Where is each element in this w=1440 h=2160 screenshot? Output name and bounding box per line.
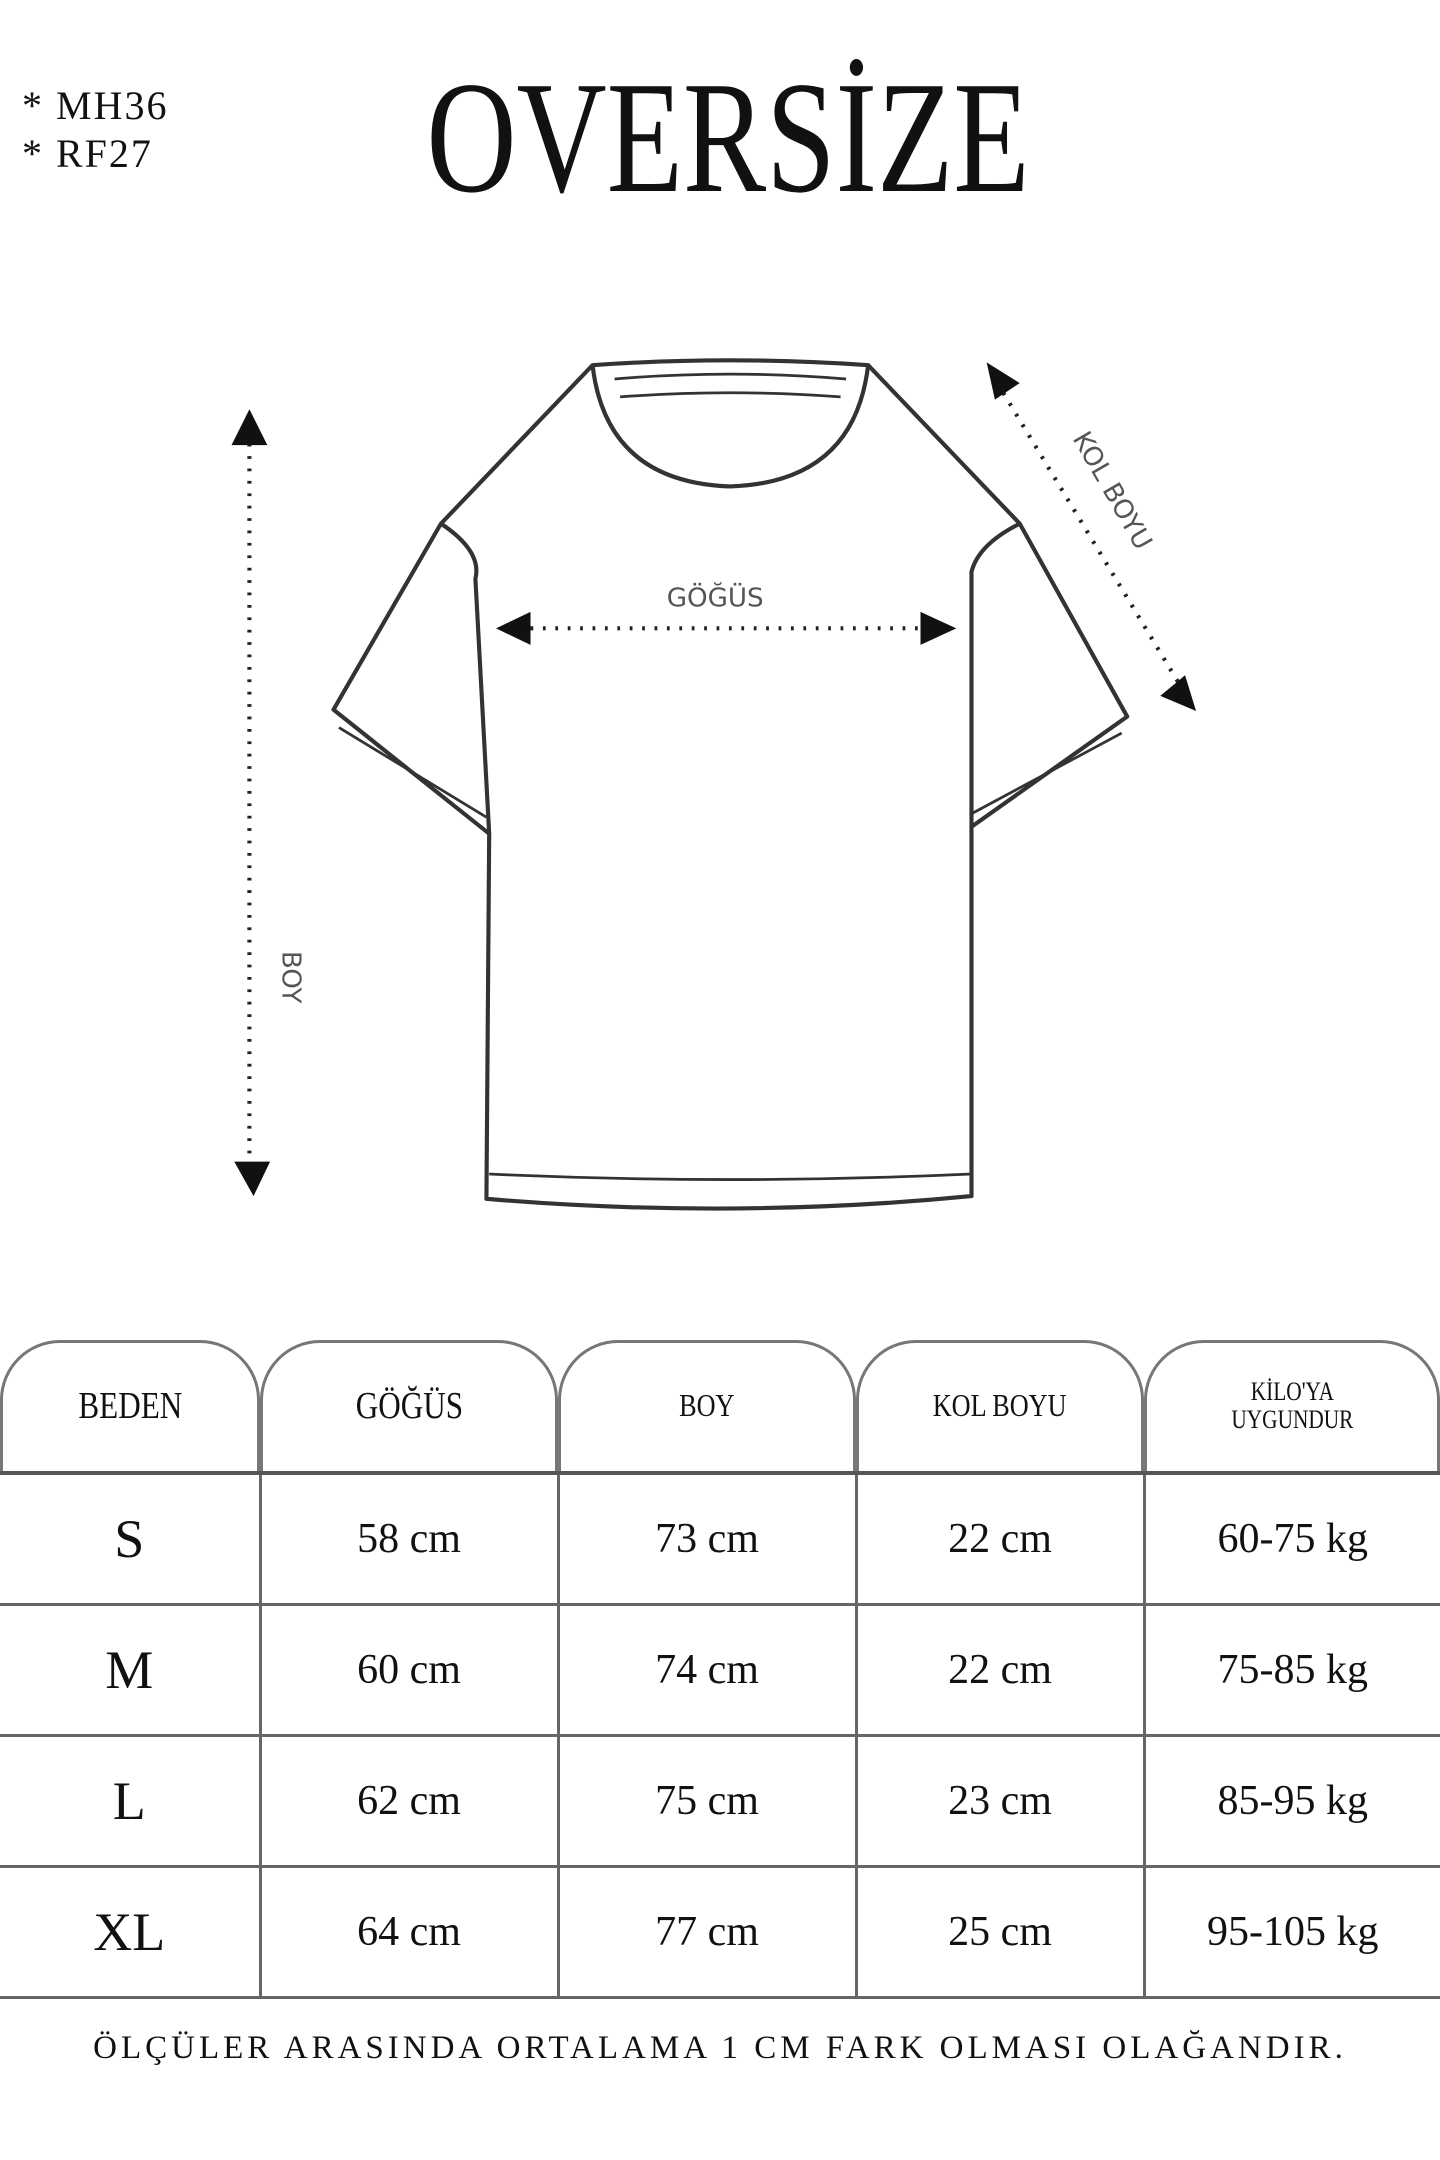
chest-label: GÖĞÜS	[667, 581, 764, 613]
header-length: BOY	[558, 1340, 856, 1475]
table-row: L 62 cm 75 cm 23 cm 85-95 kg	[0, 1734, 1440, 1868]
product-code: * MH36	[22, 83, 169, 128]
length-cell: 73 cm	[556, 1471, 858, 1606]
chest-cell: 60 cm	[258, 1603, 560, 1737]
size-cell: M	[0, 1603, 262, 1737]
product-code: * RF27	[22, 131, 153, 176]
header-sleeve: KOL BOYU	[856, 1340, 1144, 1475]
sleeve-cell: 23 cm	[854, 1734, 1146, 1868]
weight-cell: 75-85 kg	[1142, 1603, 1440, 1737]
length-cell: 74 cm	[556, 1603, 858, 1737]
tshirt-outline	[331, 363, 1130, 1211]
weight-cell: 60-75 kg	[1142, 1471, 1440, 1606]
size-cell: XL	[0, 1865, 262, 1999]
size-table: BEDEN GÖĞÜS BOY KOL BOYU KİLO'YA UYGUNDUR…	[0, 1340, 1440, 1999]
tshirt-diagram: GÖĞÜS KOL BOYU BOY	[231, 358, 1197, 1211]
collar	[590, 358, 871, 489]
weight-cell: 95-105 kg	[1142, 1865, 1440, 1999]
size-cell: S	[0, 1471, 262, 1606]
header-chest: GÖĞÜS	[260, 1340, 558, 1475]
sleeve-cell: 25 cm	[854, 1865, 1146, 1999]
table-row: XL 64 cm 77 cm 25 cm 95-105 kg	[0, 1865, 1440, 1999]
table-row: M 60 cm 74 cm 22 cm 75-85 kg	[0, 1603, 1440, 1737]
chest-cell: 62 cm	[258, 1734, 560, 1868]
header-weight: KİLO'YA UYGUNDUR	[1144, 1340, 1440, 1475]
product-codes: * MH36 * RF27	[22, 82, 168, 178]
size-cell: L	[0, 1734, 262, 1868]
table-row: S 58 cm 73 cm 22 cm 60-75 kg	[0, 1471, 1440, 1606]
left-armhole	[439, 521, 492, 834]
footer-note: ÖLÇÜLER ARASINDA ORTALAMA 1 CM FARK OLMA…	[93, 2030, 1347, 2066]
length-cell: 77 cm	[556, 1865, 858, 1999]
chest-cell: 58 cm	[258, 1471, 560, 1606]
sleeve-label: KOL BOYU	[1066, 427, 1158, 555]
page-title: OVERSİZE	[426, 48, 1030, 226]
right-armhole	[969, 521, 1021, 827]
chest-cell: 64 cm	[258, 1865, 560, 1999]
sleeve-cell: 22 cm	[854, 1603, 1146, 1737]
header-size: BEDEN	[0, 1340, 260, 1475]
table-header-row: BEDEN GÖĞÜS BOY KOL BOYU KİLO'YA UYGUNDUR	[0, 1340, 1440, 1475]
sleeve-cell: 22 cm	[854, 1471, 1146, 1606]
length-label: BOY	[275, 951, 305, 1005]
weight-cell: 85-95 kg	[1142, 1734, 1440, 1868]
length-cell: 75 cm	[556, 1734, 858, 1868]
